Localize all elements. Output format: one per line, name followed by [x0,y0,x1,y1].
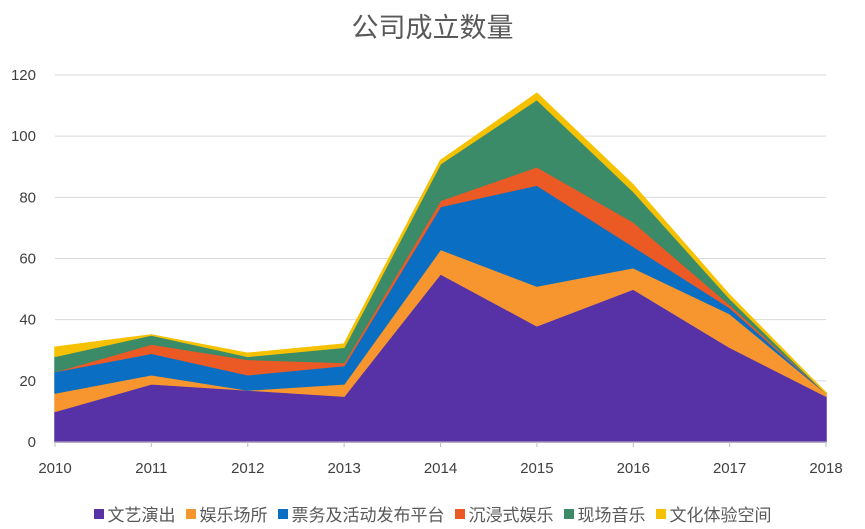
y-tick-label: 40 [19,312,36,329]
legend-swatch [277,508,288,519]
y-tick-label: 20 [19,373,36,390]
legend-swatch [655,508,666,519]
legend-swatch [454,508,465,519]
legend-item: 文艺演出 [93,501,176,526]
y-tick-label: 60 [19,251,36,268]
x-tick-label: 2010 [38,460,71,477]
legend-item: 文化体验空间 [655,501,772,526]
y-tick-label: 100 [11,128,36,145]
area-series-5 [54,92,827,394]
x-tick-label: 2014 [424,460,457,477]
legend-label: 票务及活动发布平台 [291,506,445,526]
x-tick-label: 2011 [135,460,167,477]
legend-item: 票务及活动发布平台 [277,501,445,526]
x-tick-label: 2017 [713,460,746,477]
legend: 文艺演出 娱乐场所 票务及活动发布平台 沉浸式娱乐 现场音乐 文化体验空间 [0,501,865,526]
legend-item: 沉浸式娱乐 [454,501,554,526]
legend-item: 现场音乐 [563,501,646,526]
legend-swatch [563,508,574,519]
chart-title: 公司成立数量 [351,13,514,44]
legend-swatch [93,508,104,519]
legend-label: 文化体验空间 [669,506,772,526]
legend-swatch [185,508,196,519]
x-tick-label: 2012 [231,460,264,477]
x-tick-label: 2016 [617,460,650,477]
y-tick-label: 80 [19,189,36,206]
legend-label: 现场音乐 [577,506,646,526]
x-tick-label: 2015 [520,460,553,477]
legend-label: 文艺演出 [107,506,176,526]
legend-item: 娱乐场所 [185,501,268,526]
y-tick-label: 120 [11,67,36,84]
x-tick-label: 2013 [327,460,360,477]
legend-label: 沉浸式娱乐 [468,506,554,526]
legend-label: 娱乐场所 [199,506,268,526]
y-tick-label: 0 [28,434,36,451]
x-tick-label: 2018 [809,460,842,477]
